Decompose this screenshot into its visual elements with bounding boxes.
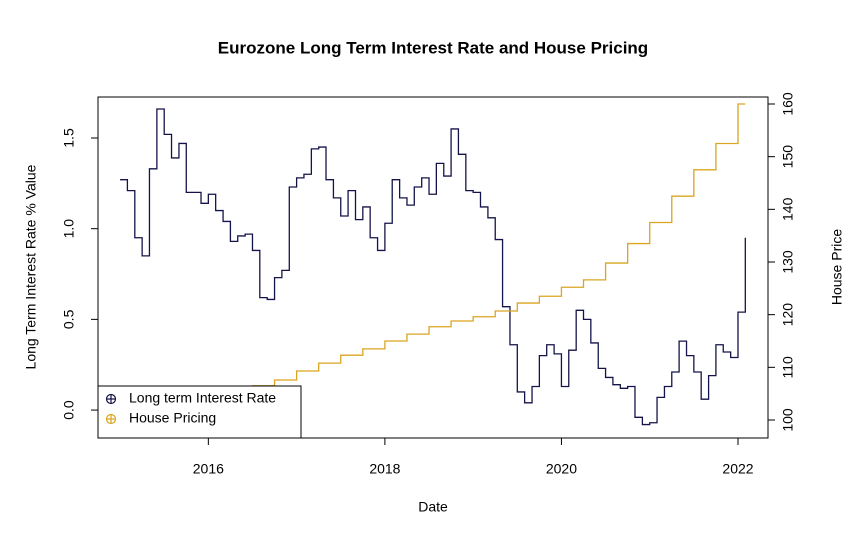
x-tick-label: 2020: [546, 461, 577, 477]
legend-marker-cross: [106, 394, 116, 404]
x-tick-label: 2016: [193, 461, 224, 477]
y-tick-label: 1.5: [61, 128, 77, 148]
legend-label: House Pricing: [129, 410, 216, 426]
y2-tick-label: 100: [780, 408, 796, 432]
x-axis-label: Date: [418, 499, 448, 515]
y2-tick-label: 120: [780, 303, 796, 327]
y-tick-label: 0.0: [61, 400, 77, 420]
chart-title: Eurozone Long Term Interest Rate and Hou…: [218, 38, 648, 57]
y2-tick-label: 140: [780, 197, 796, 221]
y2-tick-label: 110: [780, 356, 796, 379]
y2-tick-label: 150: [780, 145, 796, 169]
y2-axis-label: House Price: [829, 229, 845, 305]
y2-tick-label: 130: [780, 250, 796, 274]
series-line: [120, 108, 746, 426]
x-tick-label: 2022: [722, 461, 753, 477]
y-tick-label: 1.0: [61, 219, 77, 239]
y-axis-label: Long Term Interest Rate % Value: [23, 164, 39, 369]
legend-marker-cross: [106, 414, 116, 424]
y-tick-label: 0.5: [61, 309, 77, 329]
x-tick-label: 2018: [369, 461, 400, 477]
plot-frame: [97, 96, 769, 439]
y2-tick-label: 160: [780, 92, 796, 116]
legend-box: [97, 385, 302, 439]
legend-label: Long term Interest Rate: [129, 390, 276, 406]
series-line: [120, 103, 746, 419]
